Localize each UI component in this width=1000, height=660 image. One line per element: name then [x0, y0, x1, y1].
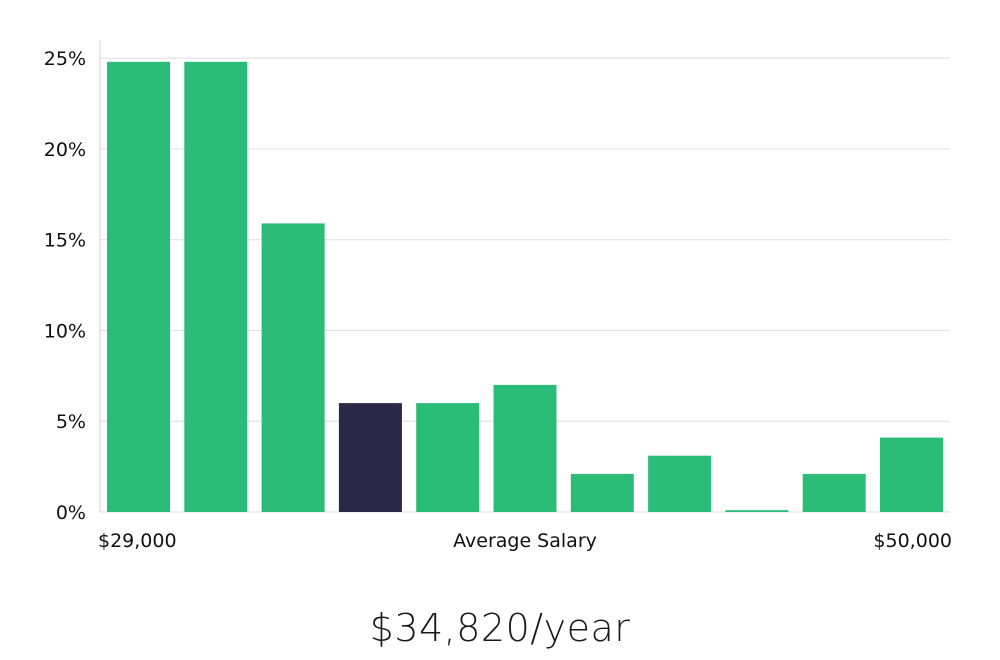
- y-tick-label: 0%: [56, 502, 86, 524]
- bar: [107, 61, 170, 513]
- y-tick-label: 15%: [44, 230, 86, 252]
- bar: [184, 61, 248, 513]
- y-tick-label: 25%: [44, 48, 86, 70]
- bar: [802, 473, 866, 512]
- y-tick-label: 5%: [56, 411, 86, 433]
- x-axis-label: Average Salary: [453, 530, 597, 552]
- bar: [880, 437, 943, 512]
- y-tick-label: 10%: [44, 320, 86, 342]
- bars: [107, 61, 943, 513]
- bar-highlighted: [338, 403, 402, 512]
- x-min-label: $29,000: [98, 530, 177, 552]
- average-salary-value: $34,820/year: [369, 606, 631, 650]
- x-max-label: $50,000: [873, 530, 952, 552]
- y-tick-labels: 0% 5% 10% 15% 20% 25%: [44, 48, 86, 524]
- y-tick-label: 20%: [44, 139, 86, 161]
- bar: [648, 455, 712, 512]
- bar: [725, 510, 789, 512]
- salary-histogram-chart: 0%5%10%15%20%25% $29,000 Average Salary …: [44, 40, 952, 552]
- bar: [493, 384, 557, 512]
- bar: [416, 403, 480, 512]
- bar: [570, 473, 634, 512]
- bar: [261, 223, 325, 512]
